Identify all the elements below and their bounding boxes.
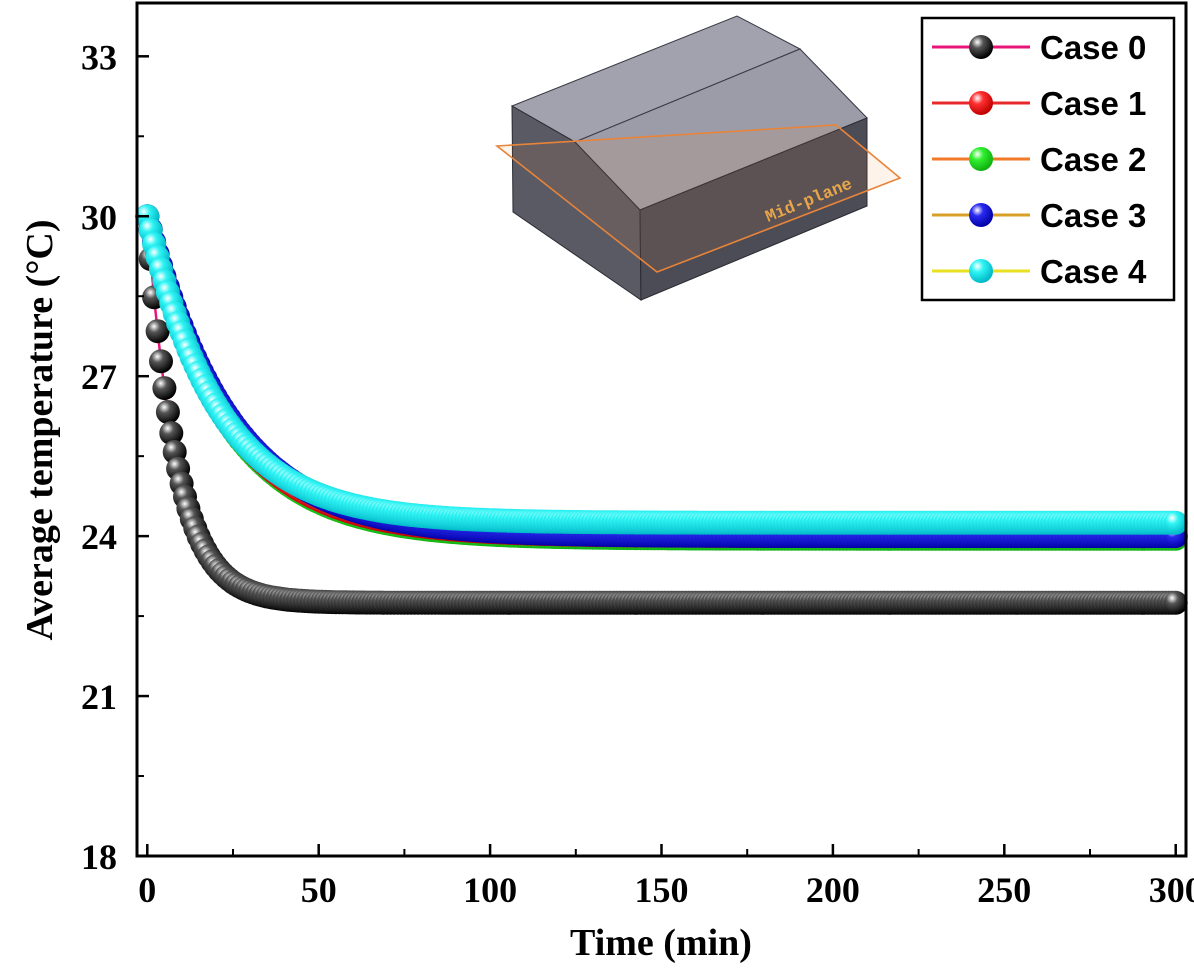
legend-marker xyxy=(969,259,993,283)
series-point xyxy=(149,349,173,374)
legend-marker xyxy=(969,203,993,227)
series-4 xyxy=(135,204,1188,535)
y-axis-label: Average temperature (°C) xyxy=(19,219,61,640)
y-tick-label: 24 xyxy=(81,517,117,557)
y-tick-label: 21 xyxy=(81,677,117,717)
x-tick-label: 50 xyxy=(301,870,337,910)
legend-label: Case 0 xyxy=(1040,29,1146,66)
series-point xyxy=(155,400,180,424)
inset-geometry: Mid-plane xyxy=(494,15,902,301)
legend: Case 0 Case 1 Case 2 Case 3 Case 4 xyxy=(920,16,1176,302)
series-0 xyxy=(135,204,1188,615)
y-tick-label: 33 xyxy=(81,37,117,77)
series-point xyxy=(1163,510,1188,535)
x-tick-label: 250 xyxy=(977,870,1031,910)
legend-label: Case 3 xyxy=(1040,197,1146,234)
series-point xyxy=(145,319,170,344)
inset-mid-plane xyxy=(494,124,902,273)
y-axis: 18 21 24 27 30 33 xyxy=(81,37,149,877)
series-layer xyxy=(135,204,1188,615)
y-tick-label: 30 xyxy=(81,197,117,237)
x-tick-label: 100 xyxy=(463,870,517,910)
x-axis: 0 50 100 150 200 250 300 xyxy=(138,844,1194,910)
legend-marker xyxy=(969,35,993,59)
x-tick-label: 0 xyxy=(138,870,156,910)
y-tick-label: 18 xyxy=(81,837,117,877)
legend-label: Case 2 xyxy=(1040,141,1146,178)
x-tick-label: 300 xyxy=(1149,870,1194,910)
inset-front-face xyxy=(639,117,868,301)
x-tick-label: 150 xyxy=(635,870,689,910)
y-tick-label: 27 xyxy=(81,357,117,397)
legend-label: Case 1 xyxy=(1040,85,1146,122)
x-axis-label: Time (min) xyxy=(570,922,752,964)
legend-marker xyxy=(969,147,993,171)
series-point xyxy=(159,421,184,446)
legend-marker xyxy=(969,91,993,115)
legend-box xyxy=(920,16,1176,302)
x-tick-label: 200 xyxy=(806,870,860,910)
legend-label: Case 4 xyxy=(1040,253,1147,290)
series-point xyxy=(152,376,177,401)
series-point xyxy=(1163,590,1188,615)
